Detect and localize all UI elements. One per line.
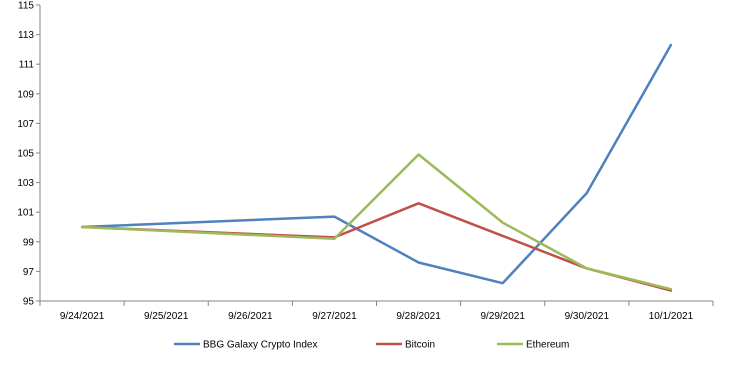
y-tick-label: 97 — [23, 267, 35, 278]
y-tick-label: 101 — [17, 208, 34, 219]
x-tick-label: 9/27/2021 — [312, 311, 357, 322]
series-line-bitcoin — [80, 202, 673, 292]
x-tick-label: 9/26/2021 — [228, 311, 273, 322]
x-tick-label: 9/25/2021 — [144, 311, 189, 322]
x-tick-label: 9/24/2021 — [60, 311, 105, 322]
y-tick-label: 105 — [17, 149, 34, 160]
legend-label: BBG Galaxy Crypto Index — [203, 340, 318, 351]
x-tick-label: 9/29/2021 — [480, 311, 525, 322]
y-tick-label: 95 — [23, 297, 35, 308]
y-tick-label: 113 — [18, 30, 34, 41]
y-tick-label: 115 — [18, 1, 34, 12]
y-tick-label: 107 — [17, 119, 34, 130]
x-tick-label: 10/1/2021 — [649, 311, 694, 322]
legend-label: Bitcoin — [405, 340, 435, 351]
x-tick-label: 9/30/2021 — [565, 311, 610, 322]
series-line-ethereum — [80, 153, 673, 291]
series-line-bbg-galaxy-crypto-index — [80, 43, 673, 285]
y-tick-label: 99 — [23, 237, 35, 248]
plot-area: 95 97 99 101 103 105 107 109 111 113 115 9/24/2021 9… — [17, 1, 714, 322]
chart-legend: BBG Galaxy Crypto Index Bitcoin Ethereum — [174, 340, 569, 351]
y-tick-label: 103 — [17, 178, 34, 189]
y-tick-label: 111 — [19, 60, 35, 71]
y-tick-label: 109 — [17, 89, 34, 100]
x-tick-label: 9/28/2021 — [396, 311, 441, 322]
legend-label: Ethereum — [526, 340, 569, 351]
